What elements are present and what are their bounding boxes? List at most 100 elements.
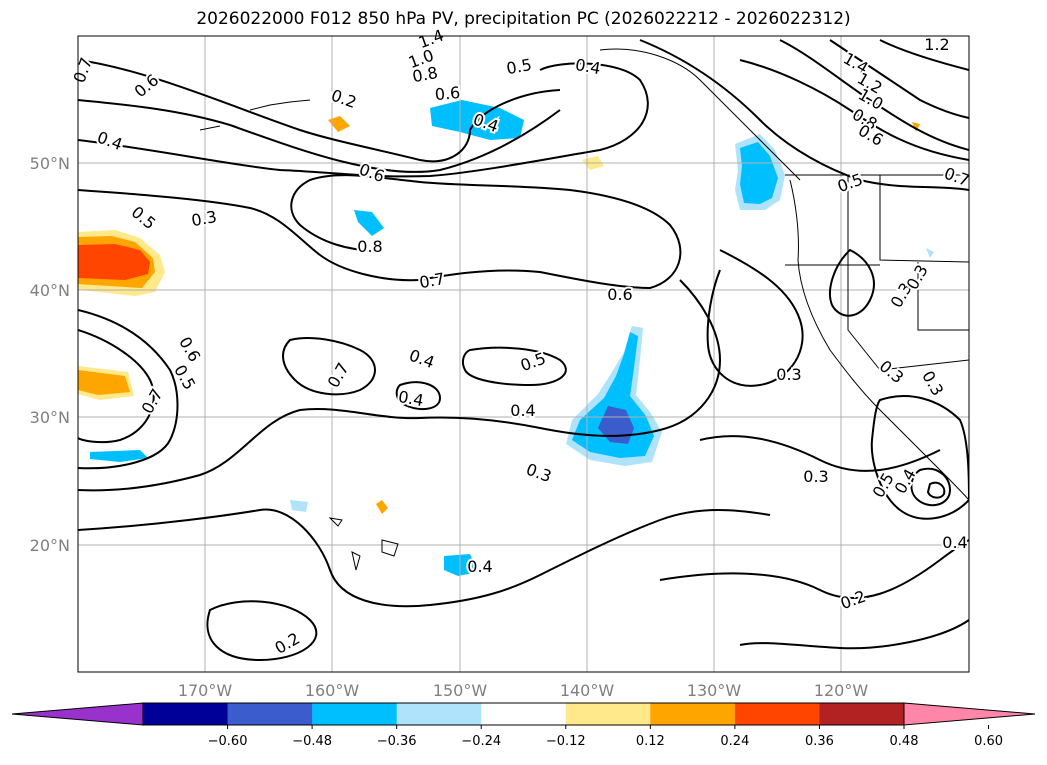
colorbar-tick-label: 0.60 bbox=[974, 734, 1003, 749]
contour-label: 0.4 bbox=[407, 346, 437, 373]
colorbar-ticks: −0.60 −0.48 −0.36 −0.24 −0.12 0.12 0.24 0.36 0.4… bbox=[208, 725, 1003, 749]
lon-label-170w: 170°W bbox=[178, 681, 233, 700]
contour-line bbox=[78, 174, 682, 290]
contour-label: 0.8 bbox=[411, 63, 439, 86]
colorbar-tick-label: −0.48 bbox=[292, 734, 332, 749]
precip-positive-southwest-core bbox=[78, 370, 130, 395]
precip-negative-pnw-core bbox=[740, 142, 778, 204]
precip-positive-west-max bbox=[78, 244, 150, 280]
precip-negative-small-4 bbox=[926, 248, 934, 258]
contour-line bbox=[910, 467, 952, 507]
colorbar-tick-label: −0.60 bbox=[208, 734, 248, 749]
contour-line bbox=[461, 346, 567, 387]
graticule bbox=[78, 36, 969, 672]
contour-line bbox=[699, 435, 941, 472]
contour-label: 0.6 bbox=[357, 160, 387, 187]
precip-negative-southwest bbox=[90, 450, 148, 462]
island-aleutian-2 bbox=[199, 125, 221, 131]
precip-positive-small-3 bbox=[376, 500, 388, 514]
colorbar-segment bbox=[396, 703, 482, 725]
contour-label: 0.5 bbox=[170, 361, 199, 393]
contour-label: 0.3 bbox=[776, 365, 801, 384]
contour-line bbox=[639, 39, 969, 191]
contour-line bbox=[779, 39, 969, 151]
colorbar-segment bbox=[650, 703, 736, 725]
contour-label: 0.7 bbox=[324, 359, 353, 391]
contour-line bbox=[659, 539, 969, 599]
precip-positive-small-4 bbox=[912, 122, 920, 132]
colorbar-segment bbox=[819, 703, 905, 725]
contour-label: 0.5 bbox=[128, 202, 160, 233]
contour-line bbox=[395, 381, 442, 411]
contour-label: 0.5 bbox=[505, 55, 533, 78]
contour-label: 0.4 bbox=[891, 465, 920, 497]
contour-label: 0.6 bbox=[607, 285, 632, 304]
colorbar-segments bbox=[143, 703, 905, 725]
colorbar-segment bbox=[565, 703, 651, 725]
contour-line bbox=[926, 481, 946, 499]
colorbar-under-arrow bbox=[11, 702, 144, 726]
colorbar-segment bbox=[143, 703, 229, 725]
precip-negative-small-1 bbox=[354, 210, 384, 236]
precip-negative-small-2 bbox=[444, 554, 478, 576]
contour-label: 0.4 bbox=[942, 533, 967, 552]
contour-label: 0.6 bbox=[131, 70, 163, 101]
contour-label: 0.3 bbox=[190, 207, 218, 230]
contour-line bbox=[739, 59, 969, 161]
contour-line bbox=[206, 600, 318, 662]
contour-label: 0.4 bbox=[397, 387, 425, 410]
lon-label-120w: 120°W bbox=[814, 681, 869, 700]
contour-line bbox=[78, 279, 722, 492]
contour-line bbox=[870, 395, 969, 520]
contour-line bbox=[78, 329, 155, 444]
coastlines bbox=[199, 48, 969, 571]
lat-label-20: 20°N bbox=[30, 536, 70, 555]
contour-label: 0.7 bbox=[942, 164, 972, 191]
colorbar-segment bbox=[481, 703, 567, 725]
coast-west-us bbox=[789, 179, 969, 501]
contour-label: 0.3 bbox=[876, 356, 908, 387]
colorbar-frame bbox=[142, 702, 905, 726]
lon-label-160w: 160°W bbox=[305, 681, 360, 700]
contour-label: 0.5 bbox=[835, 170, 865, 197]
border-state-2 bbox=[879, 175, 969, 263]
contour-line bbox=[706, 249, 804, 387]
contour-line bbox=[78, 508, 771, 608]
latitude-labels: 50°N 40°N 30°N 20°N bbox=[30, 154, 70, 555]
coast-alaska bbox=[599, 48, 801, 181]
contour-label: 0.4 bbox=[467, 557, 492, 576]
contour-label: 0.6 bbox=[175, 333, 204, 365]
contour-label: 0.4 bbox=[510, 401, 535, 420]
contour-line bbox=[78, 59, 561, 163]
colorbar-segment bbox=[227, 703, 313, 725]
contour-label: 0.2 bbox=[329, 86, 359, 113]
map-frame bbox=[77, 35, 970, 673]
lon-label-150w: 150°W bbox=[433, 681, 488, 700]
contour-line bbox=[829, 248, 875, 317]
border-us-mexico bbox=[879, 359, 969, 371]
precipitation-shading bbox=[78, 100, 934, 576]
longitude-labels: 170°W 160°W 150°W 140°W 130°W 120°W bbox=[178, 681, 869, 700]
contour-label: 1.2 bbox=[924, 35, 949, 54]
lon-label-130w: 130°W bbox=[687, 681, 742, 700]
colorbar-tick-label: −0.36 bbox=[377, 734, 417, 749]
colorbar-tick-label: 0.36 bbox=[805, 734, 834, 749]
contour-label: 0.4 bbox=[574, 55, 602, 78]
contour-label: 0.2 bbox=[838, 587, 868, 614]
precip-negative-central-core bbox=[572, 332, 654, 458]
colorbar-tick-label: 0.24 bbox=[720, 734, 749, 749]
lon-label-140w: 140°W bbox=[560, 681, 615, 700]
contour-label: 0.3 bbox=[803, 467, 828, 486]
colorbar-tick-label: −0.24 bbox=[461, 734, 501, 749]
contour-label: 0.3 bbox=[918, 367, 947, 399]
contour-label: 0.7 bbox=[138, 385, 167, 417]
colorbar-over-arrow bbox=[903, 702, 1036, 726]
lat-label-50: 50°N bbox=[30, 154, 70, 173]
colorbar-segment bbox=[734, 703, 820, 725]
island-aleutian-1 bbox=[249, 99, 311, 111]
island-hawaii-2 bbox=[381, 539, 399, 557]
lat-label-30: 30°N bbox=[30, 408, 70, 427]
island-hawaii-3 bbox=[328, 517, 343, 527]
contour-label: 0.8 bbox=[357, 237, 382, 256]
